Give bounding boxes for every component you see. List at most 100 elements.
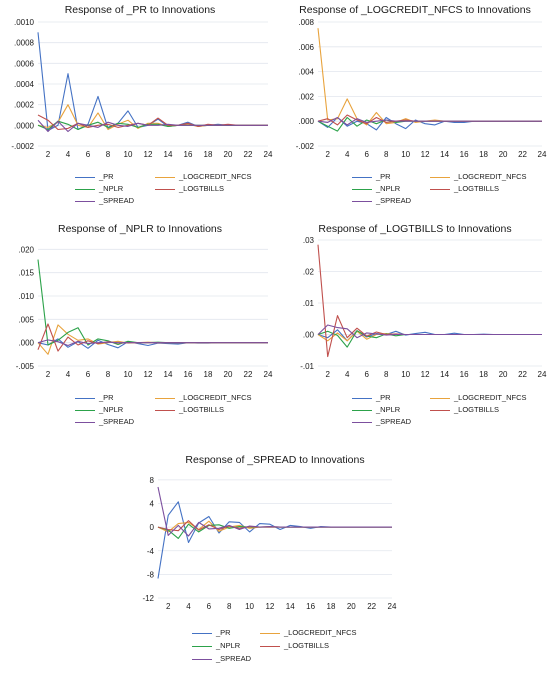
legend-item-logcredit: _LOGCREDIT_NFCS xyxy=(430,172,527,182)
x-tick-label: 16 xyxy=(184,150,193,159)
y-tick-label: .02 xyxy=(303,268,315,277)
x-tick-label: 2 xyxy=(166,602,171,611)
x-tick-label: 6 xyxy=(364,150,369,159)
series-line-pr xyxy=(37,32,268,132)
x-tick-label: 20 xyxy=(224,150,233,159)
x-tick-label: 16 xyxy=(184,370,193,379)
chart-panel-spread: Response of _SPREAD to Innovations 8 4 0 -4… xyxy=(130,448,420,673)
x-tick-label: 2 xyxy=(46,150,51,159)
y-tick-label: -.005 xyxy=(16,362,35,371)
x-tick-label: 6 xyxy=(86,150,91,159)
legend-item-logtbills: _LOGTBILLS xyxy=(260,641,329,651)
x-tick-label: 12 xyxy=(144,150,153,159)
x-tick-label: 12 xyxy=(421,150,430,159)
x-tick-label: 8 xyxy=(106,150,111,159)
x-tick-label: 20 xyxy=(499,150,508,159)
x-tick-label: 2 xyxy=(46,370,51,379)
x-tick-label: 12 xyxy=(265,602,274,611)
x-tick-label: 4 xyxy=(345,150,350,159)
y-tick-label: .006 xyxy=(298,43,314,52)
x-tick-label: 14 xyxy=(164,150,173,159)
legend-item-pr: _PR xyxy=(352,172,391,182)
y-tick-label: .00 xyxy=(303,331,315,340)
x-tick-label: 2 xyxy=(326,370,331,379)
x-tick-label: 8 xyxy=(384,370,389,379)
chart-title: Response of _LOGTBILLS to Innovations xyxy=(318,223,512,235)
x-tick-label: 18 xyxy=(204,150,213,159)
x-tick-label: 14 xyxy=(164,370,173,379)
legend-item-pr: _PR xyxy=(75,393,114,403)
x-tick-label: 18 xyxy=(204,370,213,379)
legend-item-logtbills: _LOGTBILLS xyxy=(155,405,224,415)
x-tick-label: 10 xyxy=(401,370,410,379)
x-tick-label: 20 xyxy=(347,602,356,611)
legend-item-spread: _SPREAD xyxy=(352,196,411,206)
legend-item-spread: _SPREAD xyxy=(352,417,411,427)
y-tick-label: .0008 xyxy=(14,39,35,48)
x-tick-label: 16 xyxy=(460,150,469,159)
y-tick-label: .010 xyxy=(18,292,34,301)
legend-item-spread: _SPREAD xyxy=(75,417,134,427)
y-tick-label: .000 xyxy=(298,117,314,126)
y-tick-label: .008 xyxy=(298,18,314,27)
x-tick-label: 10 xyxy=(401,150,410,159)
chart-panel-nplr: Response of _NPLR to Innovations .020 .01… xyxy=(0,218,280,433)
y-tick-label: .005 xyxy=(18,315,34,324)
y-tick-label: .015 xyxy=(18,269,34,278)
y-tick-label: -4 xyxy=(147,547,155,556)
y-tick-label: -8 xyxy=(147,570,155,579)
chart-panel-logtbills: Response of _LOGTBILLS to Innovations .0… xyxy=(280,218,550,433)
x-tick-label: 6 xyxy=(207,602,212,611)
x-tick-label: 6 xyxy=(364,370,369,379)
y-tick-label: 4 xyxy=(150,500,155,509)
x-tick-label: 2 xyxy=(326,150,331,159)
y-tick-label: .0006 xyxy=(14,59,35,68)
series-line-logcredit-nfcs xyxy=(37,324,268,355)
x-tick-label: 4 xyxy=(186,602,191,611)
legend-item-nplr: _NPLR xyxy=(352,184,400,194)
series-line-pr xyxy=(157,501,392,579)
x-tick-label: 22 xyxy=(244,150,253,159)
chart-plot: .03.02.01.00-.012 4 6 8 10 12 14 16 18 20 22 24 xyxy=(300,236,547,379)
series-line-spread xyxy=(37,119,268,133)
chart-title: Response of _NPLR to Innovations xyxy=(57,223,223,235)
x-tick-label: 24 xyxy=(264,370,273,379)
x-tick-label: 24 xyxy=(388,602,397,611)
legend-item-spread: _SPREAD xyxy=(192,654,251,664)
chart-plot: 840-4-8-122 4 6 8 10 12 14 16 18 20 22 24 xyxy=(142,476,397,611)
chart-title: Response of _LOGCREDIT_NFCS to Innovatio… xyxy=(299,4,531,16)
x-tick-label: 16 xyxy=(460,370,469,379)
y-tick-label: .0010 xyxy=(14,18,35,27)
x-tick-label: 14 xyxy=(440,150,449,159)
x-tick-label: 18 xyxy=(479,150,488,159)
x-tick-label: 24 xyxy=(538,150,547,159)
x-tick-label: 12 xyxy=(421,370,430,379)
x-tick-label: 18 xyxy=(479,370,488,379)
legend-item-nplr: _NPLR xyxy=(75,405,123,415)
legend-item-logtbills: _LOGTBILLS xyxy=(155,184,224,194)
series-line-spread xyxy=(317,324,542,339)
x-tick-label: 16 xyxy=(306,602,315,611)
legend-item-logtbills: _LOGTBILLS xyxy=(430,184,499,194)
x-tick-label: 14 xyxy=(286,602,295,611)
legend-item-nplr: _NPLR xyxy=(192,641,240,651)
legend-item-pr: _PR xyxy=(352,393,391,403)
y-tick-label: 0 xyxy=(150,523,155,532)
x-tick-label: 12 xyxy=(144,370,153,379)
x-tick-label: 10 xyxy=(124,370,133,379)
y-tick-label: .020 xyxy=(18,245,34,254)
legend-item-pr: _PR xyxy=(192,628,231,638)
legend-item-nplr: _NPLR xyxy=(352,405,400,415)
legend-item-logtbills: _LOGTBILLS xyxy=(430,405,499,415)
y-tick-label: .0002 xyxy=(14,101,35,110)
chart-panel-pr: Response of _PR to Innovations .0010 .000… xyxy=(0,0,280,215)
y-tick-label: 8 xyxy=(150,476,155,485)
x-tick-label: 8 xyxy=(384,150,389,159)
x-tick-label: 8 xyxy=(106,370,111,379)
x-tick-label: 20 xyxy=(224,370,233,379)
y-tick-label: .03 xyxy=(303,236,315,245)
legend-item-spread: _SPREAD xyxy=(75,196,134,206)
x-tick-label: 10 xyxy=(124,150,133,159)
y-tick-label: -.002 xyxy=(296,142,315,151)
